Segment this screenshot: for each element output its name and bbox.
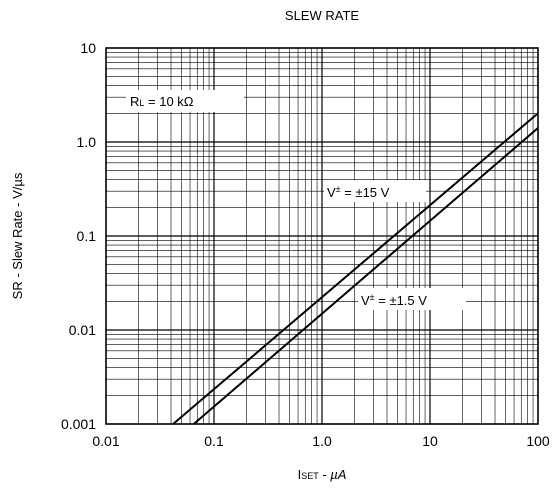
rl-annotation: RL = 10 kΩ bbox=[130, 94, 194, 109]
v1-5-annotation-value: = ±1.5 V bbox=[375, 293, 428, 308]
x-axis-label-unit: µA bbox=[330, 467, 346, 482]
y-tick-labels: 0.001 0.01 0.1 1.0 10 bbox=[61, 40, 96, 432]
x-axis-label-main: I bbox=[298, 467, 302, 482]
v15-label-background bbox=[324, 180, 426, 202]
v1-5-annotation-main: V bbox=[361, 293, 370, 308]
x-tick-label: 100 bbox=[526, 433, 550, 449]
x-axis-label-subscript: SET bbox=[301, 471, 319, 481]
x-tick-label: 0.1 bbox=[204, 433, 224, 449]
y-tick-label: 1.0 bbox=[77, 134, 97, 150]
y-tick-label: 0.1 bbox=[77, 228, 97, 244]
x-tick-labels: 0.01 0.1 1.0 10 100 bbox=[92, 433, 550, 449]
plot-frame bbox=[105, 47, 539, 425]
series-line-1 bbox=[172, 112, 539, 425]
x-tick-label: 0.01 bbox=[92, 433, 119, 449]
rl-label-background bbox=[126, 90, 244, 112]
y-tick-label: 0.001 bbox=[61, 416, 96, 432]
series-line-2 bbox=[193, 127, 539, 425]
x-tick-label: 10 bbox=[422, 433, 438, 449]
v1-5-annotation: V± = ±1.5 V bbox=[361, 292, 427, 308]
v1-5-label-background bbox=[358, 288, 466, 310]
y-tick-label: 10 bbox=[80, 40, 96, 56]
x-axis-label: ISET - µA bbox=[298, 467, 347, 482]
v15-annotation: V± = ±15 V bbox=[327, 184, 390, 200]
x-axis-label-separator: - bbox=[319, 467, 331, 482]
rl-annotation-subscript: L bbox=[139, 98, 144, 108]
rl-annotation-value: = 10 kΩ bbox=[144, 94, 193, 109]
y-tick-label: 0.01 bbox=[69, 322, 96, 338]
chart-title: SLEW RATE bbox=[285, 8, 359, 23]
y-axis-label: SR - Slew Rate - V/µs bbox=[10, 172, 25, 299]
x-tick-label: 1.0 bbox=[312, 433, 332, 449]
rl-annotation-main: R bbox=[130, 94, 139, 109]
series-lines bbox=[172, 112, 539, 425]
v1-5-annotation-superscript: ± bbox=[370, 292, 375, 302]
v15-annotation-value: = ±15 V bbox=[341, 185, 390, 200]
v15-annotation-main: V bbox=[327, 185, 336, 200]
v15-annotation-superscript: ± bbox=[336, 184, 341, 194]
